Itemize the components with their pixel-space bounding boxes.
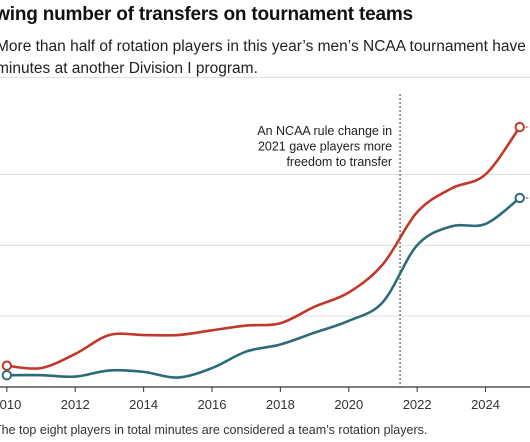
series-lines xyxy=(1,121,530,381)
annotation-text: freedom to transfer xyxy=(286,155,392,169)
x-tick-label: 2018 xyxy=(266,397,295,412)
series-line xyxy=(5,125,522,370)
annotation-text: An NCAA rule change in xyxy=(257,124,392,138)
gridlines xyxy=(0,76,530,317)
x-tick-label: 2014 xyxy=(129,397,158,412)
x-tick-label: 2010 xyxy=(0,397,21,412)
x-tick-label: 2024 xyxy=(471,397,500,412)
x-tick-label: 2022 xyxy=(403,397,432,412)
series-start-marker xyxy=(1,369,13,381)
series-line xyxy=(5,196,522,379)
x-axis: 2010 2012 2014 2016 2018 2020 2022 2024 xyxy=(0,386,530,412)
x-tick-label: 2016 xyxy=(198,397,227,412)
chart-title: Growing number of transfers on tournamen… xyxy=(0,4,413,25)
series-start-marker xyxy=(1,360,13,371)
series-end-marker xyxy=(514,121,525,133)
subtitle-line: minutes at another Division I program. xyxy=(0,60,258,77)
chart-footnote: The top eight players in total minutes a… xyxy=(0,423,428,437)
x-tick-label: 2020 xyxy=(334,397,363,412)
chart-subtitle: More than half of rotation players in th… xyxy=(0,36,530,80)
x-tick-label: 2012 xyxy=(61,397,90,412)
subtitle-line: More than half of rotation players in th… xyxy=(0,38,530,55)
series-end-marker xyxy=(514,192,525,204)
annotation: An NCAA rule change in 2021 gave players… xyxy=(257,94,401,387)
annotation-text: 2021 gave players more xyxy=(258,140,392,154)
